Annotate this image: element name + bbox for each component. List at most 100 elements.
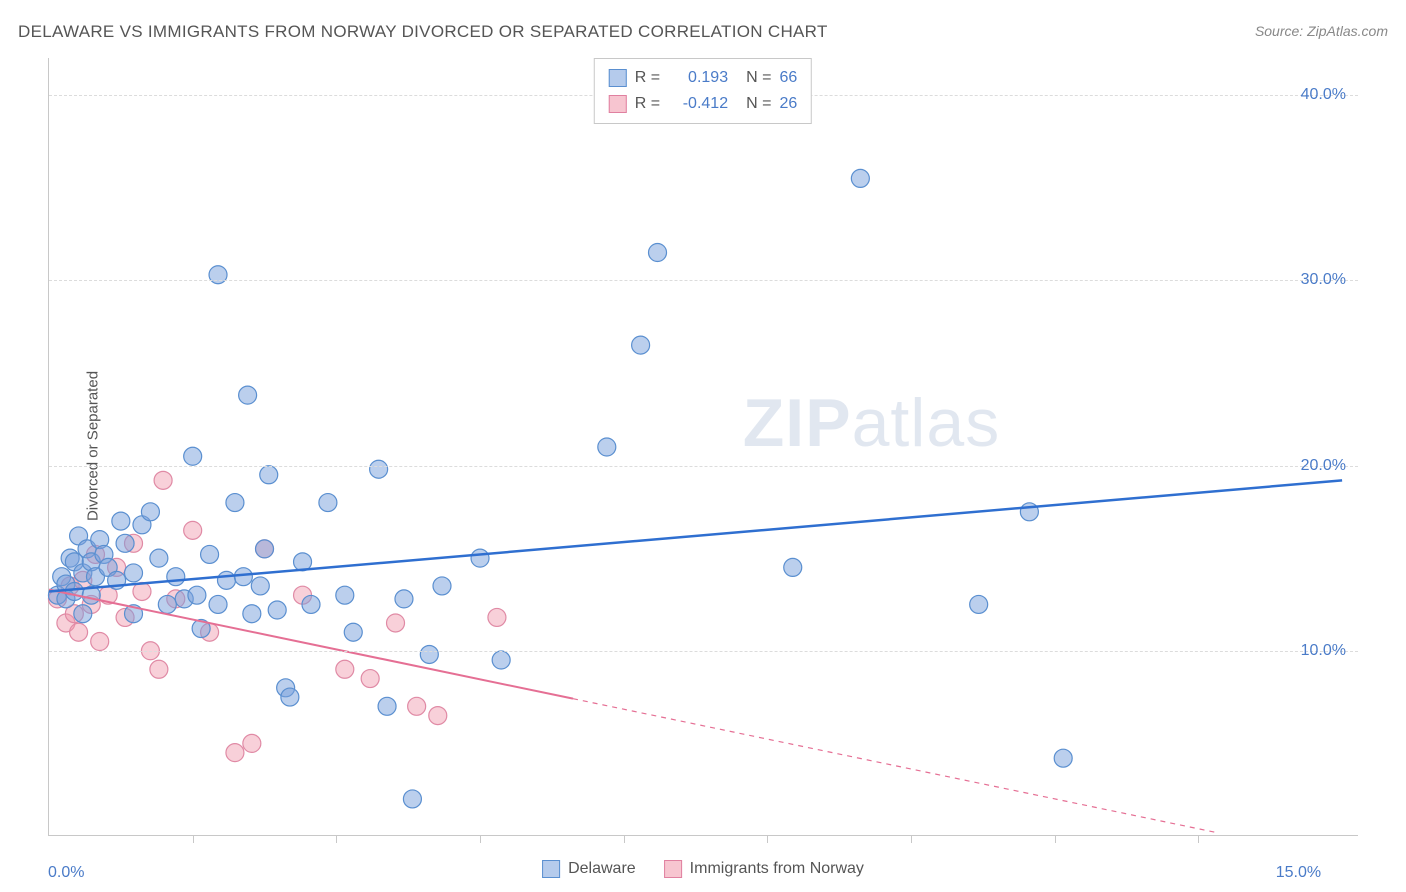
source-prefix: Source: — [1255, 23, 1307, 39]
x-tick — [193, 835, 194, 843]
blue-point — [217, 571, 235, 589]
source-label: Source: ZipAtlas.com — [1255, 23, 1388, 41]
y-tick-label: 20.0% — [1301, 457, 1346, 475]
x-tick — [1055, 835, 1056, 843]
blue-point — [302, 595, 320, 613]
x-tick — [1198, 835, 1199, 843]
blue-point — [281, 688, 299, 706]
blue-swatch-icon — [542, 860, 560, 878]
blue-point — [632, 336, 650, 354]
n-label: N = — [746, 65, 771, 91]
blue-point — [201, 545, 219, 563]
blue-point — [970, 595, 988, 613]
blue-point — [378, 697, 396, 715]
pink-swatch-icon — [664, 860, 682, 878]
y-tick-label: 30.0% — [1301, 271, 1346, 289]
blue-point — [112, 512, 130, 530]
legend-correlation: R = 0.193 N = 66 R = -0.412 N = 26 — [594, 58, 812, 124]
blue-point — [158, 595, 176, 613]
blue-point — [184, 447, 202, 465]
legend-label: Immigrants from Norway — [690, 860, 864, 878]
pink-point — [91, 633, 109, 651]
x-tick — [336, 835, 337, 843]
x-tick — [624, 835, 625, 843]
n-value: 66 — [779, 65, 797, 91]
legend-correlation-row: R = -0.412 N = 26 — [609, 91, 797, 117]
blue-point — [188, 586, 206, 604]
blue-point — [598, 438, 616, 456]
y-tick-label: 10.0% — [1301, 642, 1346, 660]
blue-point — [649, 244, 667, 262]
r-value: 0.193 — [668, 65, 728, 91]
blue-point — [65, 582, 83, 600]
r-label: R = — [635, 91, 660, 117]
pink-point — [408, 697, 426, 715]
blue-point — [150, 549, 168, 567]
plot-svg — [49, 58, 1358, 835]
blue-point — [141, 503, 159, 521]
blue-point — [209, 595, 227, 613]
blue-swatch — [609, 69, 627, 87]
pink-trendline-dashed — [573, 699, 1215, 833]
n-label: N = — [746, 91, 771, 117]
blue-point — [256, 540, 274, 558]
legend-correlation-row: R = 0.193 N = 66 — [609, 65, 797, 91]
x-tick — [911, 835, 912, 843]
gridline — [49, 651, 1358, 652]
blue-point — [251, 577, 269, 595]
pink-point — [361, 670, 379, 688]
pink-point — [336, 660, 354, 678]
blue-point — [336, 586, 354, 604]
y-tick-label: 40.0% — [1301, 86, 1346, 104]
blue-point — [433, 577, 451, 595]
blue-point — [243, 605, 261, 623]
blue-point — [234, 568, 252, 586]
pink-point — [387, 614, 405, 632]
x-tick-label: 0.0% — [48, 864, 84, 882]
chart-title: DELAWARE VS IMMIGRANTS FROM NORWAY DIVOR… — [18, 22, 828, 42]
legend-label: Delaware — [568, 860, 636, 878]
gridline — [49, 280, 1358, 281]
blue-point — [226, 494, 244, 512]
blue-trendline — [49, 480, 1342, 591]
pink-point — [150, 660, 168, 678]
source-link[interactable]: ZipAtlas.com — [1307, 23, 1388, 39]
pink-point — [488, 608, 506, 626]
blue-point — [125, 564, 143, 582]
pink-point — [243, 734, 261, 752]
pink-point — [154, 471, 172, 489]
blue-point — [239, 386, 257, 404]
x-tick-label: 15.0% — [1276, 864, 1321, 882]
blue-point — [268, 601, 286, 619]
legend-item-pink: Immigrants from Norway — [664, 860, 864, 878]
blue-point — [471, 549, 489, 567]
blue-point — [260, 466, 278, 484]
blue-point — [370, 460, 388, 478]
blue-point — [167, 568, 185, 586]
blue-point — [344, 623, 362, 641]
blue-point — [420, 645, 438, 663]
blue-point — [492, 651, 510, 669]
pink-swatch — [609, 95, 627, 113]
chart-plot-area: ZIPatlas 10.0%20.0%30.0%40.0% — [48, 58, 1358, 836]
r-label: R = — [635, 65, 660, 91]
blue-point — [319, 494, 337, 512]
blue-point — [395, 590, 413, 608]
pink-point — [184, 521, 202, 539]
blue-point — [851, 169, 869, 187]
x-tick — [767, 835, 768, 843]
blue-point — [403, 790, 421, 808]
legend-item-blue: Delaware — [542, 860, 636, 878]
legend-series: Delaware Immigrants from Norway — [542, 860, 864, 878]
gridline — [49, 466, 1358, 467]
pink-point — [429, 707, 447, 725]
n-value: 26 — [779, 91, 797, 117]
blue-point — [784, 558, 802, 576]
blue-point — [116, 534, 134, 552]
r-value: -0.412 — [668, 91, 728, 117]
pink-point — [70, 623, 88, 641]
pink-point — [226, 744, 244, 762]
x-tick — [480, 835, 481, 843]
blue-point — [74, 605, 92, 623]
blue-point — [1054, 749, 1072, 767]
